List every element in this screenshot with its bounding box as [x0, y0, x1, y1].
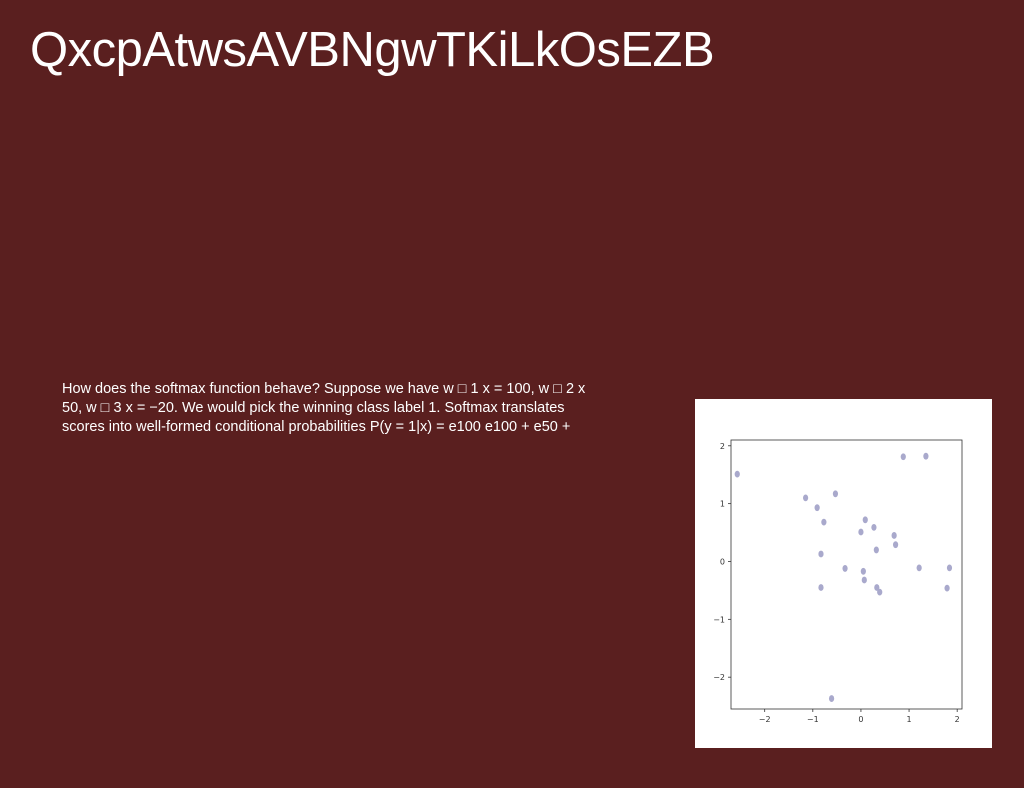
y-tick-label: 1: [720, 500, 725, 509]
scatter-point: [874, 584, 880, 591]
scatter-point: [861, 576, 867, 584]
scatter-plot-figure: −2 −1 0 1 2 −2 −1 0 1 2: [695, 399, 992, 748]
scatter-point: [858, 528, 864, 536]
y-tick-label: −2: [713, 673, 725, 682]
scatter-point: [892, 541, 899, 549]
scatter-point: [828, 695, 835, 702]
y-tick-label: −1: [713, 615, 725, 624]
scatter-point: [818, 550, 824, 558]
scatter-point: [877, 588, 883, 596]
scatter-point: [862, 516, 868, 524]
scatter-point: [734, 470, 740, 478]
scatter-point: [873, 546, 879, 554]
scatter-point: [802, 494, 809, 502]
slide-title: QxcpAtwsAVBNgwTKiLkOsEZB: [30, 23, 715, 77]
y-tick-label: 2: [720, 442, 725, 451]
x-tick-label: 0: [858, 715, 863, 724]
scatter-point: [891, 532, 897, 539]
y-tick-label: 0: [720, 557, 725, 566]
x-tick-label: −1: [807, 715, 819, 724]
scatter-point: [923, 452, 929, 460]
x-tick-label: −2: [759, 715, 771, 724]
scatter-point: [860, 567, 866, 575]
scatter-point: [900, 453, 906, 461]
x-tick-label: 2: [955, 715, 960, 724]
body-line: scores into well-formed conditional prob…: [62, 419, 571, 435]
x-tick-label: 1: [907, 715, 912, 724]
scatter-point: [916, 564, 922, 572]
body-text: How does the softmax function behave? Su…: [62, 380, 652, 437]
scatter-point: [832, 490, 839, 498]
scatter-point: [944, 584, 950, 592]
scatter-point: [946, 564, 953, 572]
scatter-plot: −2 −1 0 1 2 −2 −1 0 1 2: [713, 439, 963, 724]
scatter-point: [818, 584, 824, 591]
scatter-point: [871, 523, 877, 531]
body-line: How does the softmax function behave? Su…: [62, 381, 586, 397]
scatter-point: [842, 565, 848, 572]
plot-frame: [730, 439, 963, 710]
body-line: 50, w □ 3 x = −20. We would pick the win…: [62, 400, 565, 416]
scatter-point: [821, 518, 827, 526]
scatter-point: [814, 504, 820, 512]
